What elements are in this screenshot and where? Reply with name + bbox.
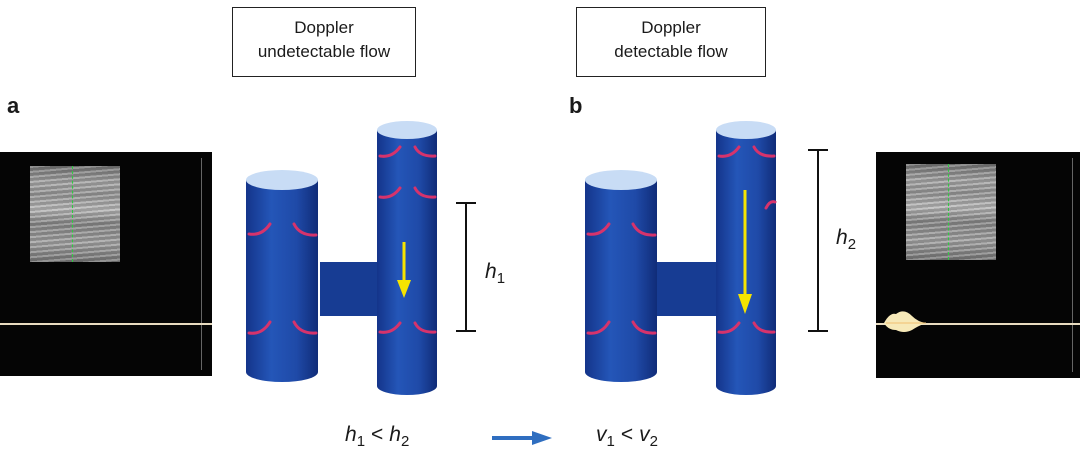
h2-var: h: [836, 226, 848, 249]
h-right-sub: 2: [400, 433, 410, 451]
h2-sub: 2: [847, 236, 857, 254]
bmode-image-left: [30, 166, 120, 262]
cursor-line-right: [948, 164, 950, 260]
velocity-relation: v1 < v2: [596, 423, 658, 450]
h1-sub: 1: [496, 270, 506, 288]
height-relation: h1 < h2: [345, 423, 409, 450]
flow-arrow-a: [397, 242, 411, 298]
short-vein-b: [585, 170, 657, 382]
doppler-spectrum-left: [0, 152, 212, 376]
h-left-var: h: [345, 423, 357, 446]
height-bracket-h1: [456, 202, 476, 332]
undetectable-flow-label: Doppler undetectable flow: [232, 7, 416, 77]
right-label-line2: detectable flow: [614, 42, 728, 61]
velocity-scale-right: [1072, 158, 1073, 372]
valve-cusps-b: [586, 145, 777, 335]
doppler-baseline-right: [876, 323, 1080, 325]
h2-label: h2: [836, 226, 856, 253]
h-left-sub: 1: [356, 433, 366, 451]
connector-vessel-a: [320, 262, 378, 316]
v-left-sub: 1: [606, 433, 615, 451]
doppler-baseline-left: [0, 323, 212, 325]
right-label-line1: Doppler: [641, 18, 701, 37]
h1-var: h: [485, 260, 497, 283]
h-right-var: h: [389, 423, 401, 446]
h-op: <: [371, 423, 384, 446]
valve-cusps-a: [247, 145, 437, 335]
velocity-scale-left: [201, 158, 202, 370]
doppler-flow-signal: [884, 311, 926, 332]
connector-vessel-b: [656, 262, 718, 316]
implies-arrow: [492, 431, 552, 445]
left-label-line1: Doppler: [294, 18, 354, 37]
bmode-image-right: [906, 164, 996, 260]
panel-label-b: b: [569, 93, 583, 118]
left-label-line2: undetectable flow: [257, 42, 391, 61]
tall-vein-a: [377, 121, 437, 395]
v-op: <: [620, 423, 634, 446]
v-right-sub: 2: [649, 433, 658, 451]
cursor-line-left: [72, 166, 74, 262]
short-vein-a: [246, 170, 318, 382]
v-left-var: v: [596, 423, 607, 446]
doppler-spectrum-right: [876, 152, 1080, 378]
height-bracket-h2: [808, 149, 828, 332]
v-right-var: v: [639, 423, 650, 446]
flow-arrow-b: [738, 190, 752, 314]
panel-label-a: a: [7, 93, 20, 118]
h1-label: h1: [485, 260, 505, 287]
detectable-flow-label: Doppler detectable flow: [576, 7, 766, 77]
